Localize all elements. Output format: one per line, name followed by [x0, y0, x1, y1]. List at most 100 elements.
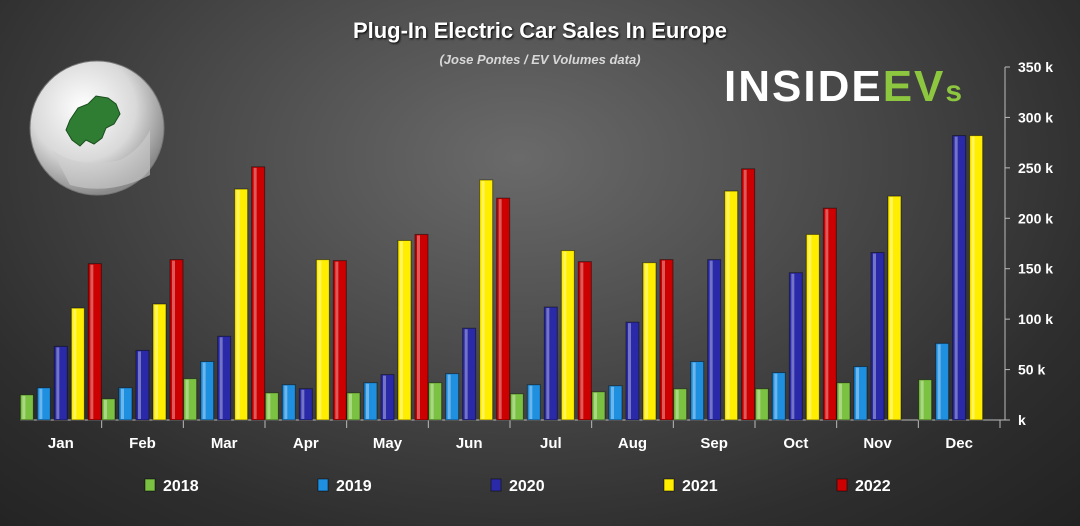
legend-label-2020: 2020	[509, 478, 545, 495]
bar-highlight	[138, 351, 141, 419]
chart-title: Plug-In Electric Car Sales In Europe	[352, 18, 728, 43]
x-tick-label: Jan	[48, 435, 74, 452]
bar-highlight	[318, 260, 322, 419]
bar-highlight	[185, 379, 189, 419]
bar-2021-mar	[234, 188, 249, 421]
y-tick-label: 50 k	[1018, 362, 1045, 378]
bar-2022-jan	[87, 263, 102, 421]
bar-highlight	[172, 260, 175, 419]
bar-2019-jul	[526, 384, 541, 421]
bar-highlight	[971, 136, 975, 419]
bar-highlight	[890, 197, 893, 419]
bar-2020-nov	[870, 252, 885, 421]
bar-2019-jun	[445, 373, 460, 421]
bar-highlight	[675, 389, 679, 419]
bar-2021-sep	[724, 190, 739, 421]
bar-2020-apr	[298, 388, 313, 421]
bar-highlight	[121, 388, 124, 419]
y-tick-label: 100 k	[1018, 311, 1053, 327]
x-tick-label: Jun	[456, 435, 483, 452]
legend-swatch-2021	[663, 478, 675, 492]
y-tick-label: 250 k	[1018, 160, 1053, 176]
bar-highlight	[856, 367, 859, 419]
bar-2020-mar	[217, 335, 232, 421]
bar-2020-jul	[543, 306, 558, 421]
bar-2020-feb	[135, 349, 150, 421]
y-tick-label: 300 k	[1018, 109, 1053, 125]
bar-2022-sep	[741, 168, 756, 421]
bar-highlight	[22, 395, 26, 419]
bar-highlight	[954, 136, 958, 419]
bar-2021-apr	[315, 259, 330, 421]
bar-2019-oct	[771, 372, 786, 421]
bar-2022-oct	[822, 207, 837, 421]
legend-label-2018: 2018	[163, 478, 199, 495]
bar-highlight	[662, 260, 665, 419]
x-tick-label: Nov	[863, 435, 892, 452]
bar-highlight	[774, 373, 778, 419]
legend-label-2022: 2022	[855, 478, 891, 495]
y-tick-label: k	[1018, 412, 1026, 428]
bar-2018-feb	[101, 398, 116, 421]
bar-highlight	[301, 389, 305, 419]
bar-2022-jul	[577, 261, 592, 421]
bar-highlight	[349, 393, 352, 419]
bar-2021-may	[397, 239, 412, 421]
bar-2020-may	[380, 374, 395, 421]
bar-2018-oct	[754, 388, 769, 421]
bar-highlight	[743, 169, 747, 419]
bar-2021-dec	[969, 135, 984, 421]
logo-text-inside: INSIDE	[724, 62, 883, 111]
x-tick-label: Mar	[211, 435, 238, 452]
bar-2021-jul	[560, 250, 575, 421]
bar-2019-dec	[935, 342, 950, 421]
bar-2018-mar	[183, 378, 198, 421]
bar-highlight	[253, 167, 257, 419]
bar-highlight	[645, 263, 648, 419]
x-tick-label: Aug	[618, 435, 647, 452]
bar-2022-feb	[169, 259, 184, 421]
bar-highlight	[611, 386, 614, 419]
bar-2020-jan	[53, 345, 68, 421]
bar-2020-jun	[462, 327, 477, 421]
bar-2019-mar	[200, 361, 215, 421]
bar-2020-aug	[625, 321, 640, 421]
bar-highlight	[202, 362, 206, 419]
bar-2022-mar	[251, 166, 266, 421]
bar-highlight	[757, 389, 761, 419]
x-tick-label: Sep	[700, 435, 728, 452]
bar-2022-jun	[496, 197, 511, 421]
bar-highlight	[512, 394, 516, 419]
bar-highlight	[808, 235, 812, 419]
bar-2019-feb	[118, 387, 133, 421]
y-tick-label: 200 k	[1018, 210, 1053, 226]
bar-2018-apr	[264, 392, 279, 421]
bar-highlight	[219, 337, 223, 419]
bar-2021-nov	[887, 195, 902, 421]
bar-2020-oct	[788, 272, 803, 421]
bar-2021-oct	[805, 233, 820, 421]
x-tick-label: Feb	[129, 435, 156, 452]
bar-2018-jul	[509, 393, 524, 421]
bar-highlight	[580, 262, 584, 419]
bar-2022-apr	[332, 260, 347, 421]
bar-highlight	[267, 393, 271, 419]
x-tick-label: Oct	[783, 435, 808, 452]
bar-2018-may	[346, 392, 361, 421]
bar-highlight	[56, 347, 60, 419]
legend-swatch-2018	[144, 478, 156, 492]
bar-2022-may	[414, 233, 429, 421]
bar-2021-jun	[479, 179, 494, 421]
bar-2020-dec	[952, 135, 967, 421]
bar-highlight	[400, 241, 403, 419]
bar-highlight	[73, 309, 77, 419]
bar-highlight	[839, 383, 842, 419]
bar-2019-sep	[690, 361, 705, 421]
x-tick-label: Dec	[945, 435, 973, 452]
x-tick-label: May	[373, 435, 403, 452]
bar-highlight	[236, 190, 240, 419]
globe-icon	[29, 60, 165, 196]
bar-highlight	[594, 392, 597, 419]
bar-highlight	[447, 374, 451, 419]
